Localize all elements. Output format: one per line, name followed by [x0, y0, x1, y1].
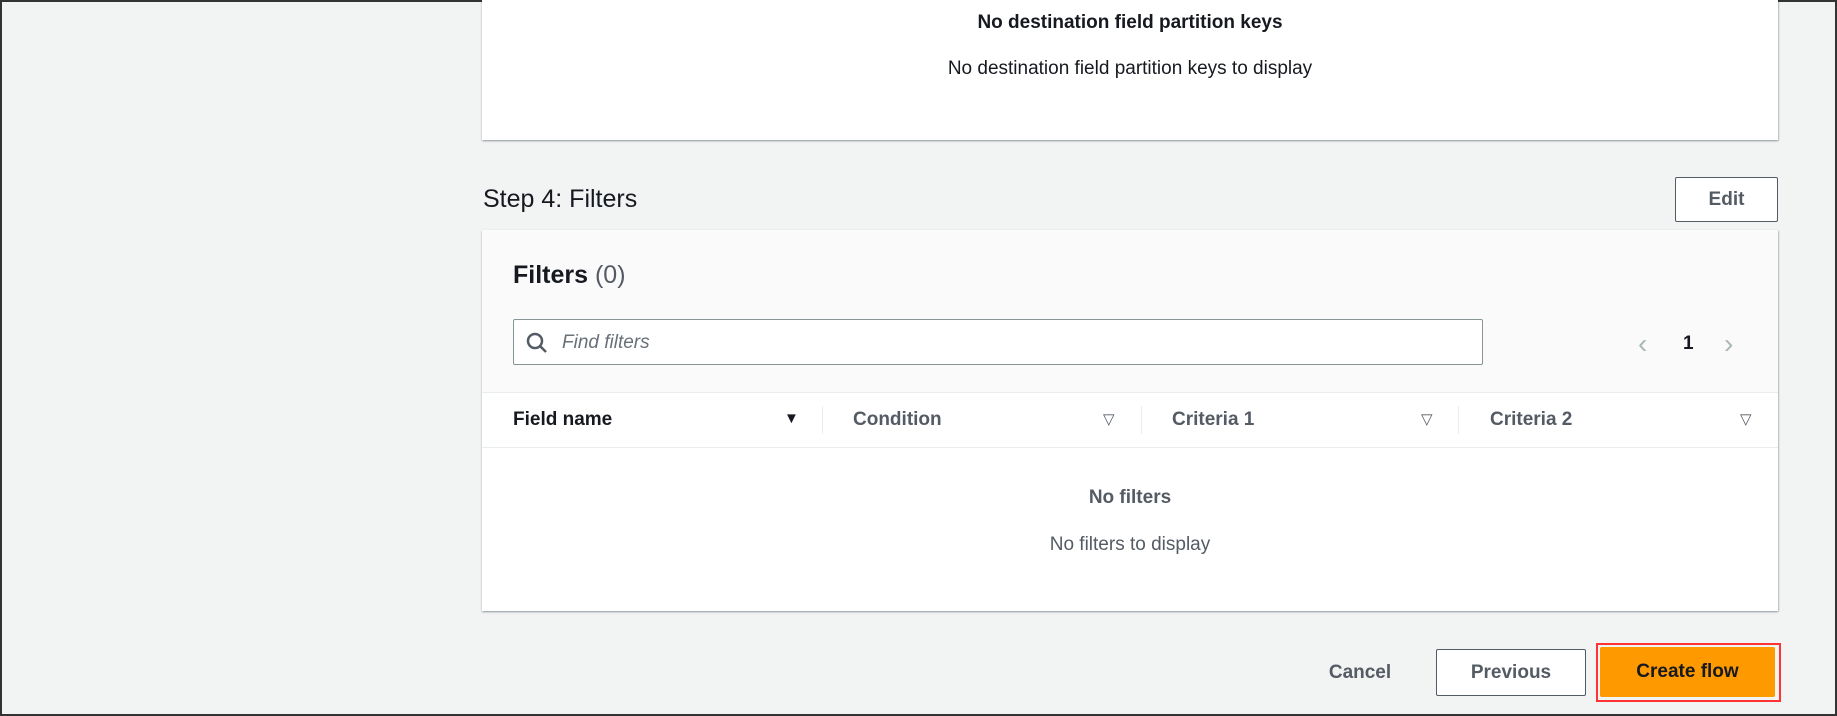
filters-empty-message: No filters to display: [1049, 534, 1211, 555]
cancel-button[interactable]: Cancel: [1328, 661, 1392, 683]
next-page-icon[interactable]: ›: [1724, 328, 1734, 359]
column-header-criteria-2[interactable]: Criteria 2: [1490, 408, 1573, 430]
filters-count: (0): [594, 261, 626, 289]
divider: [482, 392, 1778, 393]
column-divider: [822, 406, 823, 434]
sort-icon[interactable]: ▽: [1740, 411, 1752, 428]
column-header-condition[interactable]: Condition: [853, 408, 942, 430]
create-flow-button[interactable]: Create flow: [1600, 647, 1775, 697]
edit-button[interactable]: Edit: [1675, 177, 1778, 222]
column-header-field-name[interactable]: Field name: [513, 408, 613, 430]
filters-heading-text: Filters: [513, 261, 589, 289]
sort-desc-icon[interactable]: ▼: [784, 410, 799, 427]
partition-keys-empty-message: No destination field partition keys to d…: [947, 58, 1313, 79]
column-divider: [1141, 406, 1142, 434]
search-input[interactable]: Find filters: [513, 319, 1483, 365]
create-flow-highlight: [1596, 643, 1781, 702]
page-number[interactable]: 1: [1683, 333, 1694, 354]
partition-keys-panel: No destination field partition keys No d…: [482, 0, 1778, 140]
previous-button[interactable]: Previous: [1436, 649, 1586, 696]
column-divider: [1458, 406, 1459, 434]
search-icon: [526, 332, 547, 353]
filters-empty-title: No filters: [1088, 487, 1172, 508]
prev-page-icon[interactable]: ‹: [1638, 328, 1648, 359]
step4-title: Step 4: Filters: [483, 185, 638, 213]
column-header-criteria-1[interactable]: Criteria 1: [1172, 408, 1255, 430]
sort-icon[interactable]: ▽: [1421, 411, 1433, 428]
filters-panel: [482, 230, 1778, 611]
filters-header: [482, 230, 1778, 392]
partition-keys-empty-title: No destination field partition keys: [977, 12, 1283, 33]
filters-heading: Filters (0): [513, 261, 626, 290]
search-placeholder: Find filters: [562, 332, 650, 353]
sort-icon[interactable]: ▽: [1103, 411, 1115, 428]
divider: [482, 447, 1778, 448]
